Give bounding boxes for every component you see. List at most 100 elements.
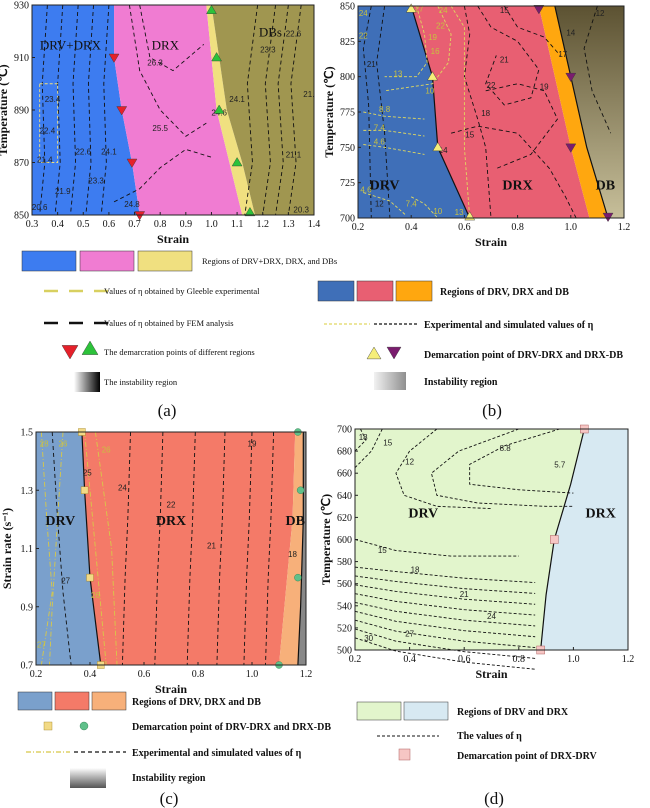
demarcation-point-green [211,52,222,62]
region-label-db: DB [285,514,304,529]
drx-region [114,5,243,215]
contour-line [469,428,574,494]
contour-label: 21 [460,590,469,599]
demarcation-point-yellow [427,71,438,81]
contour-line [463,5,492,219]
legend-text: Experimental and simulated values of η [424,320,594,331]
legend-text: Values of η obtained by FEM analysis [104,318,234,328]
legend-text: Experimental and simulated values of η [132,748,302,759]
x-tick-label: 0.6 [458,222,471,233]
contour-label: 30 [364,634,373,643]
legend-swatch-drv [17,691,53,711]
contour-label: 26.3 [147,58,163,67]
y-axis-label: Temperature (℃) [319,494,333,585]
demarcation-point-yellow [432,141,444,152]
contour-label: 24.8 [124,200,140,209]
contour-label: 13 [455,208,464,217]
y-tick-label: 680 [337,447,352,458]
contour-label: 21.4 [37,156,53,165]
contour-label: 27 [61,576,70,585]
legend-text: Regions of DRV, DRX and DB [132,697,261,708]
contour-line [275,4,289,216]
contour-line [121,431,131,666]
contour-line [477,5,540,106]
legend-text: Regions of DRV and DRX [457,707,569,718]
x-tick-label: 0.4 [84,669,97,680]
drv-region [36,432,101,665]
y-tick-label: 1.5 [21,428,34,439]
contour-line [262,4,276,216]
demarcation-point-green [244,206,256,217]
region-label-drv-drx: DRV+DRX [40,38,102,53]
contour-line [139,4,205,72]
region-label-drx: DRX [152,38,180,53]
y-tick-label: 500 [337,646,352,657]
contour-label: 18 [481,109,490,118]
contour-line [186,431,196,666]
contour-line [354,566,536,584]
contour-line [287,4,302,216]
contour-line [154,431,164,666]
contour-line [354,628,536,659]
region-label-db: DB [596,179,615,194]
contour-line [113,148,212,203]
contour-label: 8.8 [500,444,512,453]
y-tick-label: 930 [14,1,29,12]
region-label-drx: DRX [586,506,616,521]
panel-b: DRV DRX DB 24 22 21 27 24 22 19 16 13 10 8.8 7.4 4.6 15 2… [317,2,630,390]
contour-line [128,4,207,137]
contour-line [354,637,536,670]
contour-label: 24 [118,483,127,492]
contour-label: 19 [248,440,257,449]
y-tick-label: 660 [337,469,352,480]
demarcation-point-purple [565,143,577,153]
legend-instability-swatch [374,372,406,390]
legend-text: Demarcation point of DRX-DRV [457,751,598,762]
legend-triangle-yellow [366,346,382,360]
contour-line [54,4,64,216]
legend-a: Regions of DRV+DRX, DRX, and DBs Values o… [21,250,337,392]
demarcation-point-red [126,158,138,168]
y-axis-label: Strain rate (s⁻¹) [0,508,14,589]
contour-label: 21.9 [55,187,71,196]
y-tick-label: 700 [337,425,352,436]
x-tick-label: 0.8 [513,654,526,665]
y-tick-label: 560 [337,579,352,590]
x-tick-label: 1.3 [282,219,295,230]
legend-square [43,721,53,731]
legend-triangle-red [61,345,79,360]
contour-line [395,428,492,510]
contour-line [354,593,536,616]
x-tick-label: 0.2 [349,654,362,665]
region-label-drx: DRX [156,514,186,529]
contour-label: 20.6 [32,203,48,212]
x-tick-label: 1.2 [622,654,635,665]
panel-d: DRV DRX 18 15 12 8.8 5.7 15 18 21 24 27 30 0.2 0.4 0.6 0… [319,425,634,763]
legend-text: Values of η obtained by Gleeble experime… [104,286,260,296]
contour-label: 28 [40,440,49,449]
contour-label: 24 [439,6,448,15]
legend-swatch-db [91,691,127,711]
y-tick-label: 600 [337,535,352,546]
contour-line [362,5,372,219]
x-tick-label: 0.6 [458,654,471,665]
panel-label: (c) [160,789,179,808]
y-tick-label: 850 [340,2,355,13]
y-tick-label: 640 [337,491,352,502]
demarcation-point-red [134,211,146,221]
contour-label: 15 [383,439,392,448]
boundary-line [410,5,471,219]
legend-swatch-drv [317,280,355,302]
x-tick-label: 1.0 [246,669,259,680]
contour-line [40,431,53,666]
legend-text: The values of η [457,731,522,742]
demarcation-point-yellow [405,3,417,13]
panel-label: (a) [158,401,177,420]
y-tick-label: 620 [337,513,352,524]
x-tick-label: 0.6 [103,219,116,230]
contour-line [265,431,275,666]
y-tick-label: 1.1 [21,544,34,555]
contour-label: 23.4 [45,95,61,104]
contour-label: 14 [566,29,575,38]
x-tick-label: 0.4 [51,219,64,230]
